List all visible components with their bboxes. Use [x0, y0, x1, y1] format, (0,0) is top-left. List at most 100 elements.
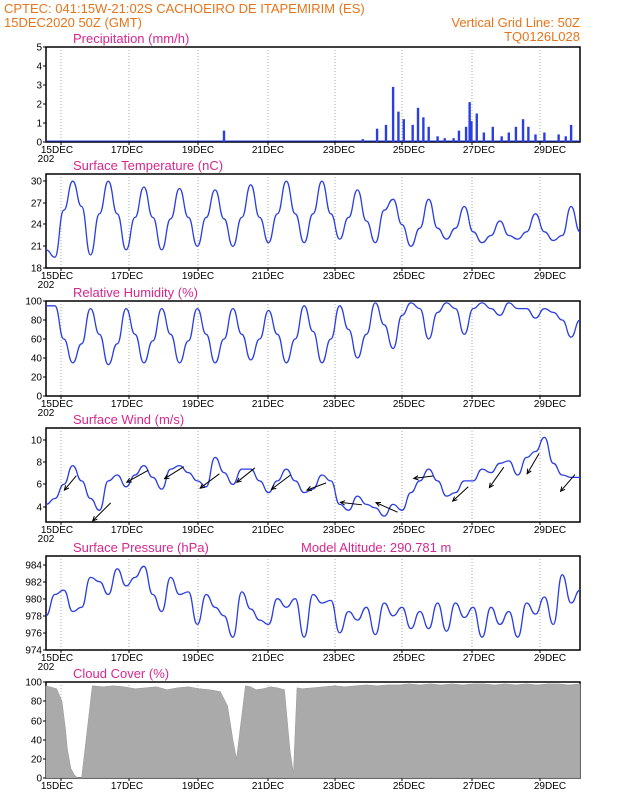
x-tick-label: 25DEC: [393, 145, 425, 156]
wind-arrow-shaft: [92, 502, 112, 522]
year-fragment: 202: [38, 408, 55, 419]
year-fragment: 202: [38, 154, 55, 165]
y-tick-label: 976: [25, 629, 42, 640]
y-tick-label: 6: [36, 480, 42, 491]
x-tick-label: 19DEC: [182, 525, 214, 536]
precip-bar: [468, 102, 471, 142]
precip-bar: [452, 138, 455, 142]
wind-arrow-shaft: [488, 466, 505, 488]
y-tick-label: 974: [25, 646, 42, 657]
x-tick-label: 19DEC: [182, 145, 214, 156]
y-tick-label: 60: [31, 335, 43, 346]
y-tick-label: 980: [25, 595, 42, 606]
temp-series-line: [45, 180, 581, 258]
panel-frame: [45, 46, 581, 143]
precip-bar: [464, 126, 468, 142]
precip-bar: [527, 126, 530, 142]
precip-bar: [569, 124, 573, 142]
x-tick-label: 19DEC: [182, 781, 214, 792]
model-altitude: Model Altitude: 290.781 m: [301, 540, 451, 555]
x-tick-label: 21DEC: [252, 271, 284, 282]
panel-title: Surface Pressure (hPa): [73, 540, 209, 555]
x-tick-label: 29DEC: [534, 271, 566, 282]
header-model: TQ0126L028: [504, 29, 580, 44]
precip-bar: [475, 113, 478, 142]
precip-bar: [564, 136, 567, 142]
precip-bar: [557, 134, 560, 142]
precip-bar: [482, 132, 486, 142]
y-tick-label: 3: [36, 81, 42, 92]
x-tick-label: 21DEC: [252, 781, 284, 792]
year-fragment: 202: [38, 534, 55, 545]
wind-arrow-head: [526, 468, 532, 475]
wind-arrow-head: [451, 496, 458, 502]
x-tick-label: 23DEC: [323, 653, 355, 664]
year-fragment: 202: [38, 662, 55, 673]
header-run-date: 15DEC2020 50Z (GMT): [4, 15, 142, 30]
panel-wind: Surface Wind (m/s) 4 6 8 10 15DEC 17DEC 19DEC 21…: [31, 412, 581, 545]
x-tick-label: 29DEC: [534, 145, 566, 156]
y-tick-label: 2: [36, 100, 42, 111]
x-tick-label: 17DEC: [111, 781, 143, 792]
precip-bar: [416, 107, 420, 142]
x-tick-label: 25DEC: [393, 525, 425, 536]
wind-series-line: [45, 436, 580, 517]
wind-arrow-head: [488, 482, 494, 489]
x-tick-label: 23DEC: [323, 271, 355, 282]
x-tick-label: 15DEC: [41, 781, 73, 792]
x-tick-label: 29DEC: [534, 781, 566, 792]
wind-arrow-shaft: [413, 475, 434, 479]
y-tick-label: 5: [36, 43, 42, 54]
y-tick-label: 0: [36, 774, 42, 785]
precip-bar: [534, 134, 537, 142]
y-tick-label: 20: [31, 755, 43, 766]
x-tick-label: 19DEC: [182, 653, 214, 664]
x-tick-label: 19DEC: [182, 399, 214, 410]
panel-cloud: Cloud Cover (%) 0 20 40 60 80 100 15DEC 17DEC 19D…: [25, 666, 581, 792]
precip-bar: [411, 124, 414, 142]
precip-bar: [222, 130, 226, 142]
y-tick-label: 8: [36, 458, 42, 469]
wind-arrow-shaft: [452, 486, 469, 502]
precip-bar: [457, 130, 461, 142]
y-tick-label: 27: [31, 199, 43, 210]
y-tick-label: 60: [31, 717, 43, 728]
precip-bar: [384, 124, 388, 142]
header-line-1: CPTEC: 041:15W-21:02S CACHOEIRO DE ITAPE…: [4, 1, 365, 16]
y-tick-label: 80: [31, 316, 43, 327]
precip-bar: [507, 132, 510, 142]
y-tick-label: 80: [31, 697, 43, 708]
wind-arrow-shaft: [236, 467, 256, 483]
y-tick-label: 18: [31, 264, 43, 275]
precip-bar: [361, 139, 365, 142]
x-tick-label: 17DEC: [111, 271, 143, 282]
precip-bar: [422, 117, 425, 142]
x-tick-label: 21DEC: [252, 653, 284, 664]
x-tick-label: 27DEC: [463, 399, 495, 410]
x-tick-label: 21DEC: [252, 399, 284, 410]
panel-frame: [45, 555, 581, 651]
precip-bar: [391, 86, 395, 142]
precip-bar: [470, 121, 473, 142]
panel-precip: Precipitation (mm/h) 0 1 2 3 4 5 15DEC 17DEC 19DE…: [36, 31, 581, 165]
wind-arrow-head: [125, 477, 132, 483]
header-grid-line: Vertical Grid Line: 50Z: [451, 15, 580, 30]
x-tick-label: 23DEC: [323, 145, 355, 156]
x-tick-label: 15DEC: [41, 525, 73, 536]
panels: Precipitation (mm/h) 0 1 2 3 4 5 15DEC 17DEC 19DE…: [25, 31, 581, 792]
x-tick-label: 29DEC: [534, 653, 566, 664]
precip-bar: [521, 119, 525, 142]
precip-bar: [402, 119, 405, 142]
wind-arrow-head: [63, 485, 70, 491]
panel-pres: Surface Pressure (hPa) Model Altitude: 29…: [25, 540, 581, 673]
precip-bar: [436, 136, 439, 142]
wind-arrow-shaft: [271, 474, 291, 490]
y-tick-label: 982: [25, 578, 42, 589]
x-tick-label: 25DEC: [393, 271, 425, 282]
precip-bar: [500, 136, 503, 142]
precip-bar: [543, 132, 546, 142]
panel-frame: [45, 173, 581, 269]
y-tick-label: 0: [36, 392, 42, 403]
x-tick-label: 25DEC: [393, 653, 425, 664]
